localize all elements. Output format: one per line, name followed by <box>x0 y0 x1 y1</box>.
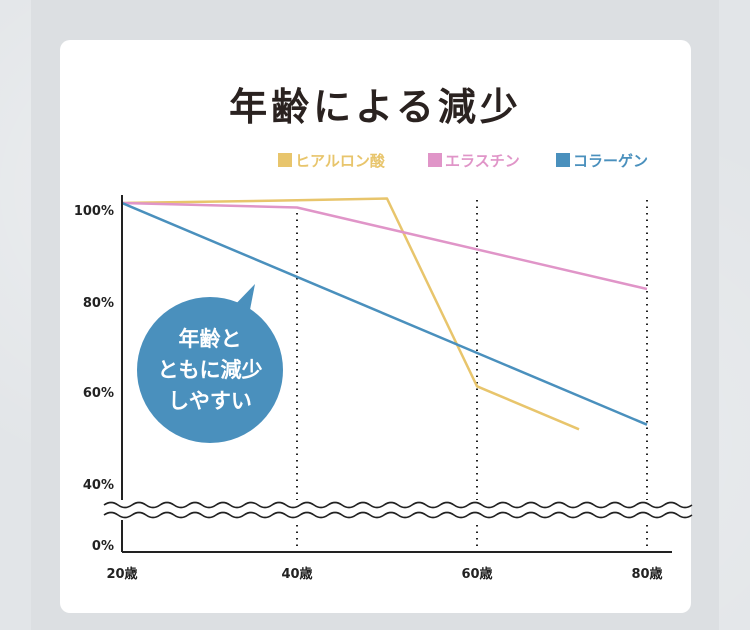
bubble-text-line: ともに減少 <box>158 358 263 382</box>
legend-label-2: エラスチン <box>445 152 520 170</box>
axis-break-wave-top <box>103 501 693 509</box>
series-line-1 <box>121 197 580 431</box>
legend-swatch-3 <box>556 153 570 167</box>
axis-break-mask <box>104 500 676 520</box>
x-tick-label: 60歳 <box>461 566 492 582</box>
y-tick-label: 0% <box>92 539 114 554</box>
bubble-circle <box>137 297 283 443</box>
axis-break-wave-bottom <box>103 511 693 519</box>
series-line-2 <box>121 201 648 291</box>
legend: ヒアルロン酸 エラスチン コラーゲン <box>278 152 648 170</box>
x-tick-label: 40歳 <box>281 566 312 582</box>
y-tick-label: 60% <box>83 386 114 401</box>
x-tick-label: 80歳 <box>631 566 662 582</box>
grid-lines <box>296 200 648 552</box>
bubble-text-line: 年齢と <box>179 327 242 351</box>
x-tick-labels: 20歳 40歳 60歳 80歳 <box>106 566 662 582</box>
axis-break <box>103 500 693 520</box>
chart-title: 年齢による減少 <box>229 85 522 129</box>
axes <box>121 195 672 553</box>
y-tick-label: 40% <box>83 478 114 493</box>
legend-swatch-2 <box>428 153 442 167</box>
y-tick-labels: 100% 80% 60% 40% 0% <box>74 204 114 554</box>
x-tick-label: 20歳 <box>106 566 137 582</box>
y-tick-label: 100% <box>74 204 114 219</box>
y-tick-label: 80% <box>83 296 114 311</box>
legend-label-1: ヒアルロン酸 <box>295 152 386 170</box>
bubble-text-line: しやすい <box>168 389 252 413</box>
legend-label-3: コラーゲン <box>573 152 648 170</box>
series-lines <box>121 197 648 431</box>
series-line-3 <box>121 201 648 426</box>
legend-swatch-1 <box>278 153 292 167</box>
